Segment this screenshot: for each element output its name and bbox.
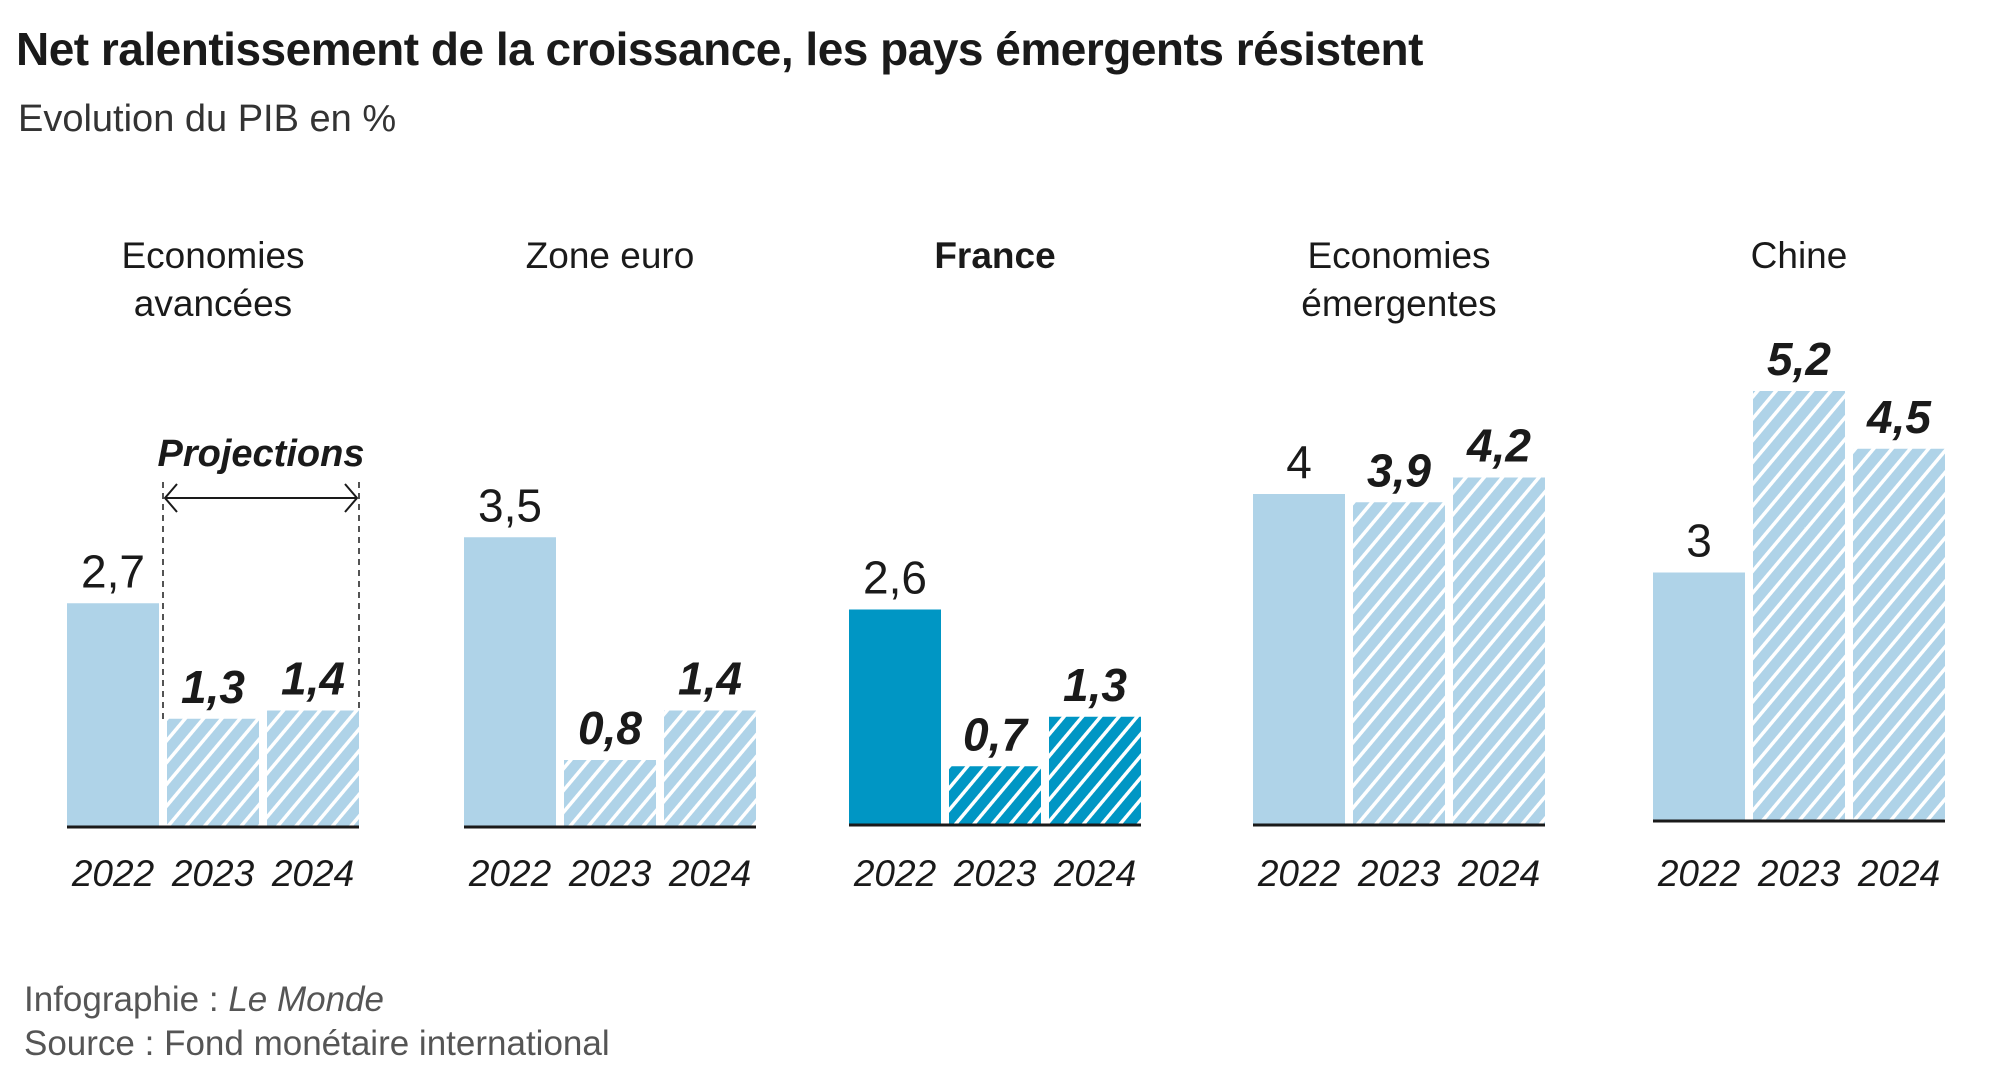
data-label: 4,2	[1466, 420, 1531, 472]
data-label: 3,5	[478, 479, 542, 531]
data-label: 2,7	[81, 545, 145, 597]
bar-2023	[1753, 391, 1845, 820]
bar-2024	[664, 710, 756, 826]
bar-2023	[564, 760, 656, 826]
source: Source : Fond monétaire international	[24, 1024, 610, 1063]
bar-2023	[949, 766, 1041, 824]
credit: Infographie : Le Monde	[24, 980, 384, 1020]
arrow-right-icon	[344, 483, 359, 513]
credit-prefix: Infographie :	[24, 980, 229, 1019]
panel-title: émergentes	[1301, 283, 1496, 324]
data-label: 1,4	[678, 653, 742, 705]
panel-title: Economies	[121, 235, 304, 276]
panel-title: Economies	[1307, 235, 1490, 276]
x-tick-label: 2023	[568, 853, 652, 894]
x-tick-label: 2024	[668, 853, 751, 894]
panel-title: France	[934, 235, 1055, 276]
data-label: 3	[1686, 515, 1712, 567]
x-tick-label: 2024	[1857, 853, 1940, 894]
data-label: 5,2	[1767, 333, 1831, 385]
bar-2022	[849, 609, 941, 824]
bar-2022	[1653, 572, 1745, 820]
x-tick-label: 2024	[1457, 853, 1540, 894]
bar-2022	[67, 603, 159, 826]
x-tick-label: 2023	[1757, 853, 1841, 894]
panel-title: Chine	[1751, 235, 1848, 276]
panel-title: avancées	[134, 283, 292, 324]
bar-2022	[1253, 494, 1345, 824]
bar-2024	[267, 710, 359, 826]
x-tick-label: 2022	[1657, 853, 1741, 894]
data-label: 0,7	[963, 708, 1029, 760]
x-tick-label: 2022	[853, 853, 937, 894]
x-tick-label: 2023	[953, 853, 1037, 894]
data-label: 1,3	[181, 661, 245, 713]
projection-label: Projections	[158, 433, 365, 475]
data-label: 3,9	[1367, 444, 1431, 496]
bar-2023	[1353, 502, 1445, 824]
data-label: 4	[1286, 436, 1312, 488]
data-label: 1,3	[1063, 659, 1127, 711]
x-tick-label: 2022	[468, 853, 552, 894]
data-label: 2,6	[863, 552, 927, 604]
credit-name: Le Monde	[228, 980, 384, 1019]
x-tick-label: 2024	[1053, 853, 1136, 894]
chart-title: Net ralentissement de la croissance, les…	[16, 23, 1423, 75]
x-tick-label: 2023	[171, 853, 255, 894]
bar-2024	[1453, 477, 1545, 824]
bar-2024	[1853, 448, 1945, 820]
chart-subtitle: Evolution du PIB en %	[18, 98, 397, 140]
data-label: 4,5	[1866, 391, 1932, 443]
data-label: 1,4	[281, 653, 345, 705]
data-label: 0,8	[578, 702, 642, 754]
bar-2024	[1049, 716, 1141, 824]
x-tick-label: 2024	[271, 853, 354, 894]
arrow-left-icon	[163, 483, 178, 513]
x-tick-label: 2023	[1357, 853, 1441, 894]
panel-title: Zone euro	[526, 235, 695, 276]
bar-2023	[167, 718, 259, 826]
x-tick-label: 2022	[1257, 853, 1341, 894]
bar-2022	[464, 537, 556, 826]
x-tick-label: 2022	[71, 853, 155, 894]
